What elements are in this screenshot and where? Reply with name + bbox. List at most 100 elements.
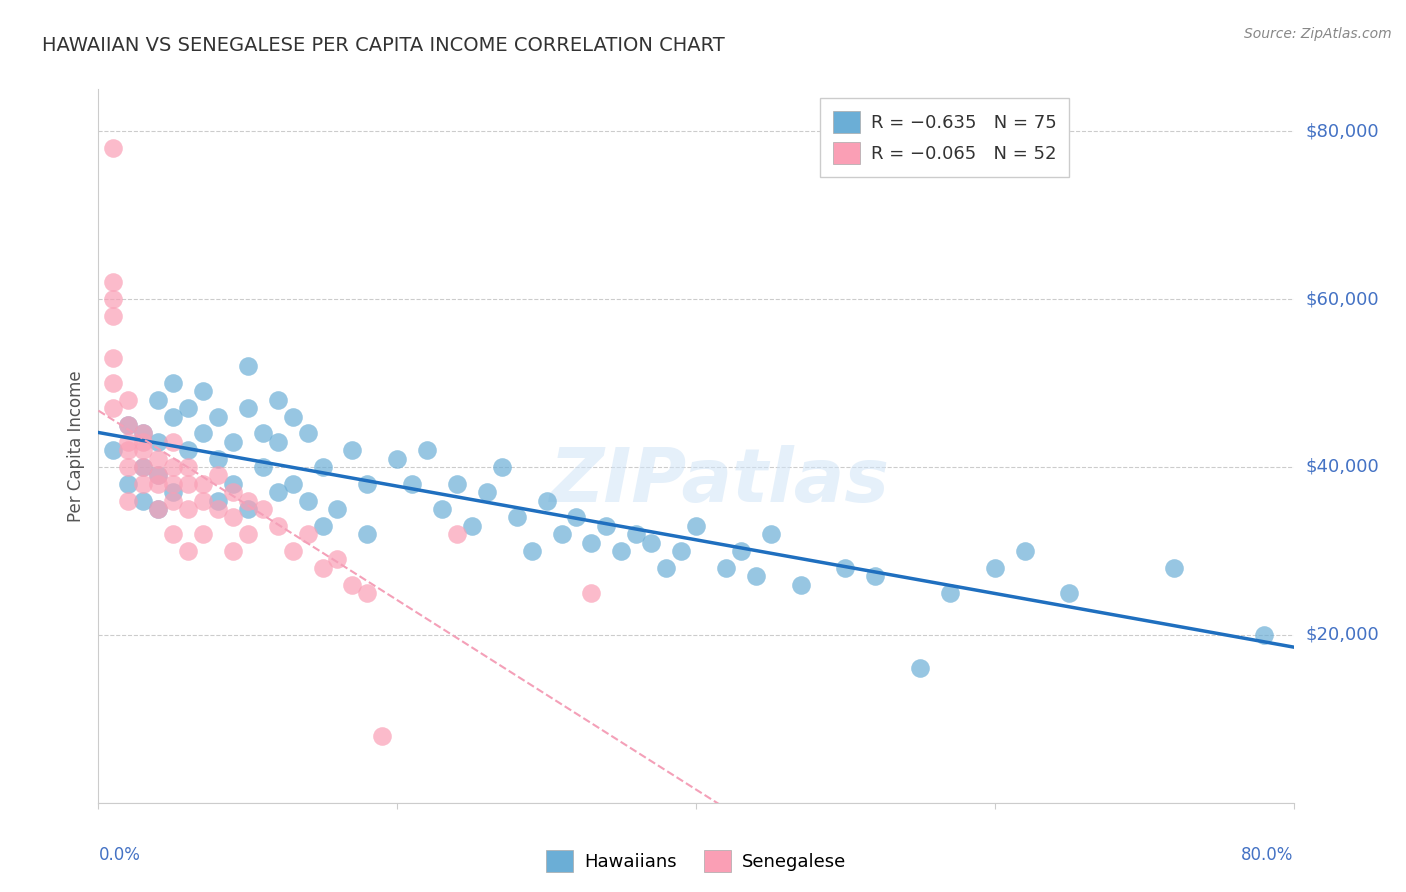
Point bbox=[267, 434, 290, 449]
Legend: Hawaiians, Senegalese: Hawaiians, Senegalese bbox=[538, 843, 853, 880]
Point bbox=[939, 586, 962, 600]
Point bbox=[581, 535, 603, 549]
Point bbox=[267, 518, 290, 533]
Point bbox=[162, 527, 184, 541]
Point bbox=[103, 443, 125, 458]
Point bbox=[117, 443, 139, 458]
Point bbox=[177, 460, 200, 475]
Text: $40,000: $40,000 bbox=[1305, 458, 1379, 476]
Point bbox=[222, 544, 245, 558]
Point bbox=[103, 401, 125, 416]
Point bbox=[148, 502, 170, 516]
Point bbox=[714, 560, 737, 574]
Point bbox=[103, 141, 125, 155]
Point bbox=[236, 401, 259, 416]
Point bbox=[132, 426, 155, 441]
Point bbox=[610, 544, 633, 558]
Point bbox=[281, 476, 304, 491]
Point bbox=[117, 417, 139, 432]
Point bbox=[834, 560, 856, 574]
Point bbox=[117, 493, 139, 508]
Point bbox=[356, 476, 378, 491]
Point bbox=[132, 443, 155, 458]
Text: $60,000: $60,000 bbox=[1305, 290, 1379, 308]
Point bbox=[565, 510, 588, 524]
Text: HAWAIIAN VS SENEGALESE PER CAPITA INCOME CORRELATION CHART: HAWAIIAN VS SENEGALESE PER CAPITA INCOME… bbox=[42, 36, 725, 54]
Text: ZIPatlas: ZIPatlas bbox=[550, 445, 890, 518]
Point bbox=[789, 577, 811, 591]
Point bbox=[536, 493, 558, 508]
Point bbox=[281, 544, 304, 558]
Point bbox=[222, 510, 245, 524]
Point bbox=[1014, 544, 1036, 558]
Point bbox=[103, 275, 125, 289]
Point bbox=[117, 460, 139, 475]
Point bbox=[356, 586, 378, 600]
Point bbox=[759, 527, 782, 541]
Point bbox=[132, 460, 155, 475]
Y-axis label: Per Capita Income: Per Capita Income bbox=[66, 370, 84, 522]
Point bbox=[103, 376, 125, 390]
Point bbox=[640, 535, 662, 549]
Point bbox=[581, 586, 603, 600]
Point bbox=[342, 577, 364, 591]
Point bbox=[624, 527, 647, 541]
Point bbox=[191, 527, 214, 541]
Point bbox=[103, 292, 125, 306]
Text: Source: ZipAtlas.com: Source: ZipAtlas.com bbox=[1244, 27, 1392, 41]
Point bbox=[1059, 586, 1081, 600]
Point bbox=[1163, 560, 1185, 574]
Point bbox=[132, 493, 155, 508]
Point bbox=[252, 426, 274, 441]
Point bbox=[162, 409, 184, 424]
Point bbox=[132, 434, 155, 449]
Point bbox=[655, 560, 678, 574]
Point bbox=[356, 527, 378, 541]
Point bbox=[550, 527, 572, 541]
Point bbox=[132, 426, 155, 441]
Point bbox=[148, 468, 170, 483]
Point bbox=[297, 527, 319, 541]
Point bbox=[207, 409, 229, 424]
Point bbox=[162, 376, 184, 390]
Point bbox=[267, 485, 290, 500]
Point bbox=[236, 359, 259, 374]
Point bbox=[297, 493, 319, 508]
Point bbox=[669, 544, 692, 558]
Point bbox=[461, 518, 484, 533]
Point bbox=[177, 401, 200, 416]
Point bbox=[222, 434, 245, 449]
Point bbox=[148, 468, 170, 483]
Point bbox=[177, 502, 200, 516]
Point bbox=[236, 502, 259, 516]
Point bbox=[207, 493, 229, 508]
Point bbox=[506, 510, 529, 524]
Point bbox=[745, 569, 768, 583]
Point bbox=[371, 729, 394, 743]
Point bbox=[865, 569, 887, 583]
Point bbox=[595, 518, 617, 533]
Point bbox=[430, 502, 453, 516]
Text: 0.0%: 0.0% bbox=[98, 846, 141, 863]
Point bbox=[236, 527, 259, 541]
Point bbox=[267, 392, 290, 407]
Point bbox=[148, 502, 170, 516]
Point bbox=[311, 518, 333, 533]
Point bbox=[162, 460, 184, 475]
Point bbox=[491, 460, 513, 475]
Point bbox=[117, 417, 139, 432]
Point bbox=[236, 493, 259, 508]
Point bbox=[685, 518, 707, 533]
Point bbox=[385, 451, 409, 466]
Point bbox=[520, 544, 543, 558]
Point bbox=[148, 451, 170, 466]
Text: 80.0%: 80.0% bbox=[1241, 846, 1294, 863]
Text: $20,000: $20,000 bbox=[1305, 626, 1379, 644]
Point bbox=[191, 476, 214, 491]
Point bbox=[148, 434, 170, 449]
Point bbox=[162, 493, 184, 508]
Point bbox=[162, 485, 184, 500]
Point bbox=[416, 443, 439, 458]
Point bbox=[252, 460, 274, 475]
Point bbox=[326, 552, 349, 566]
